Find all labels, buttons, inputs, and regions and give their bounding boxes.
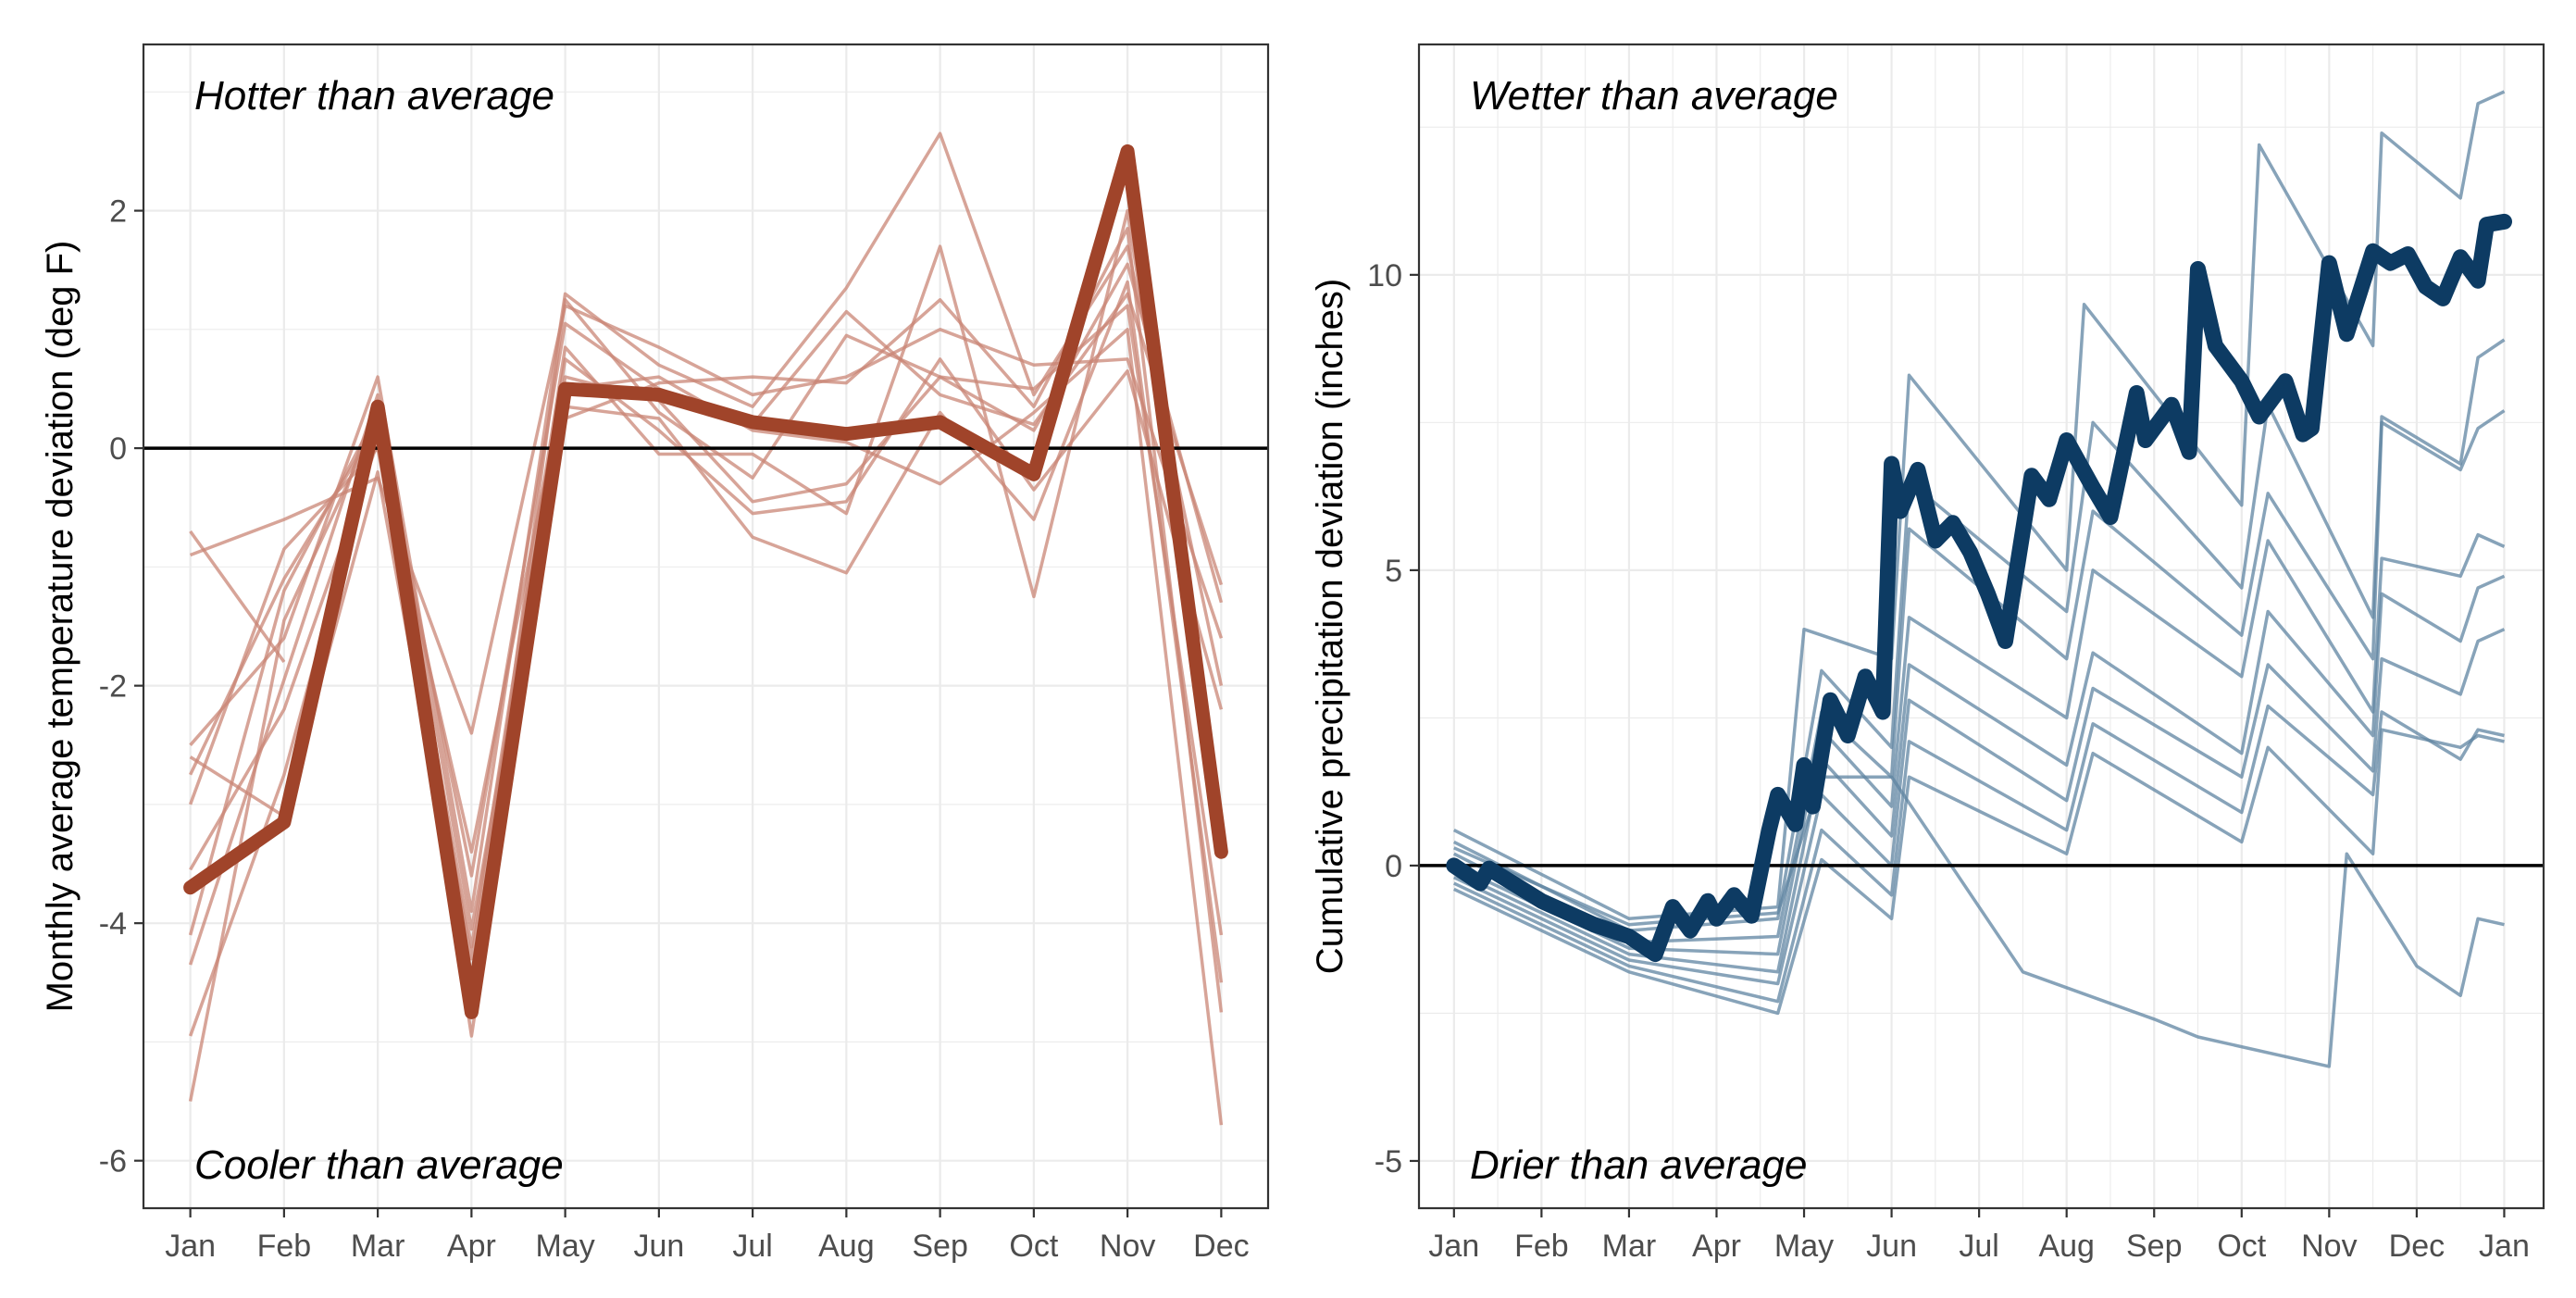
precipitation-y-axis-title: Cumulative precipitation deviation (inch… <box>1310 279 1350 974</box>
temperature-panel: Jan Feb Mar Apr May Jun Jul Aug Sep Oct Nov Dec -6 -4… <box>40 43 1270 1264</box>
y-tick-label: -2 <box>99 669 127 705</box>
x-tick-label-apr: Apr <box>447 1229 496 1264</box>
y-tick-label: -5 <box>1375 1144 1402 1179</box>
x-tick-label-apr: Apr <box>1692 1229 1741 1264</box>
x-tick-label-aug: Aug <box>2038 1229 2095 1264</box>
x-tick-label-may: May <box>536 1229 595 1264</box>
x-tick-label-jan: Jan <box>2479 1229 2530 1264</box>
x-tick-label-nov: Nov <box>2301 1229 2357 1264</box>
x-tick-label-dec: Dec <box>2389 1229 2445 1264</box>
precipitation-annotation-drier: Drier than average <box>1470 1142 1807 1188</box>
precipitation-axis-ticks: Jan Feb Mar Apr May Jun Jul Aug Sep Oct Nov Dec Jan -… <box>1367 258 2530 1264</box>
background-series-line-2 <box>1453 338 2506 932</box>
y-tick-label: 0 <box>1385 849 1402 884</box>
x-tick-label-nov: Nov <box>1100 1229 1155 1264</box>
x-tick-label-may: May <box>1774 1229 1834 1264</box>
temperature-axis-ticks: Jan Feb Mar Apr May Jun Jul Aug Sep Oct Nov Dec -6 -4… <box>99 194 1250 1264</box>
background-series-line-7 <box>1453 704 2505 1004</box>
x-tick-label-jun: Jun <box>1866 1229 1917 1264</box>
temperature-annotation-hotter: Hotter than average <box>194 73 554 119</box>
x-tick-label-sep: Sep <box>912 1229 968 1264</box>
background-series-line-9 <box>1453 775 2505 1068</box>
x-tick-label-jun: Jun <box>633 1229 684 1264</box>
x-tick-label-mar: Mar <box>351 1229 405 1264</box>
x-tick-label-oct: Oct <box>1009 1229 1058 1264</box>
background-series-line-5 <box>1453 574 2506 974</box>
temperature-highlight-series <box>183 144 1228 1019</box>
temperature-y-axis-title: Monthly average temperature deviation (d… <box>40 241 81 1013</box>
x-tick-label-jul: Jul <box>732 1229 772 1264</box>
background-series-line-6 <box>1453 628 2506 986</box>
precipitation-annotation-wetter: Wetter than average <box>1470 73 1838 119</box>
background-series-line-3 <box>1453 409 2506 944</box>
temperature-panel-border <box>142 43 1270 1210</box>
x-tick-label-aug: Aug <box>818 1229 875 1264</box>
x-tick-label-jan: Jan <box>1428 1229 1479 1264</box>
y-tick-label: 10 <box>1367 258 1402 293</box>
x-tick-label-dec: Dec <box>1193 1229 1249 1264</box>
precipitation-highlight-series <box>1446 213 2512 963</box>
precipitation-panel-border <box>1417 43 2545 1210</box>
x-tick-label-jul: Jul <box>1959 1229 1998 1264</box>
y-tick-label: -4 <box>99 906 127 942</box>
y-tick-label: 0 <box>109 431 127 467</box>
x-tick-label-feb: Feb <box>257 1229 312 1264</box>
temperature-annotation-cooler: Cooler than average <box>194 1142 564 1188</box>
x-tick-label-mar: Mar <box>1602 1229 1657 1264</box>
background-series-line-8 <box>1453 728 2505 1016</box>
background-series-line-1 <box>189 530 286 664</box>
x-tick-label-jan: Jan <box>165 1229 216 1264</box>
precipitation-background-series <box>1453 90 2506 1068</box>
background-series-line-4 <box>1453 532 2506 956</box>
y-tick-label: 5 <box>1385 554 1402 589</box>
x-tick-label-feb: Feb <box>1514 1229 1569 1264</box>
background-series-line-3 <box>189 131 1224 914</box>
x-tick-label-sep: Sep <box>2126 1229 2183 1264</box>
x-tick-label-oct: Oct <box>2217 1229 2266 1264</box>
precipitation-panel: Jan Feb Mar Apr May Jun Jul Aug Sep Oct Nov Dec Jan -… <box>1310 43 2545 1264</box>
y-tick-label: 2 <box>109 194 127 230</box>
y-tick-label: -6 <box>99 1144 127 1179</box>
